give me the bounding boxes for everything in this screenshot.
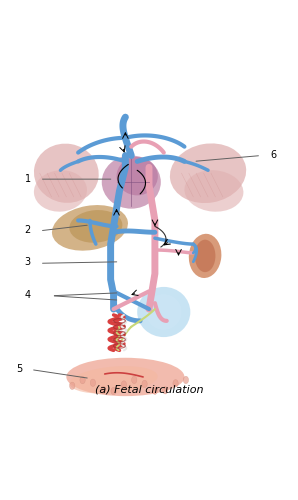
Ellipse shape bbox=[90, 379, 96, 386]
Ellipse shape bbox=[121, 381, 127, 388]
Text: 6: 6 bbox=[270, 150, 276, 160]
Ellipse shape bbox=[152, 387, 158, 394]
Text: 2: 2 bbox=[25, 225, 31, 235]
Ellipse shape bbox=[34, 144, 99, 203]
Ellipse shape bbox=[137, 287, 190, 337]
Ellipse shape bbox=[69, 210, 122, 242]
Ellipse shape bbox=[80, 376, 85, 384]
Ellipse shape bbox=[183, 376, 189, 384]
Ellipse shape bbox=[163, 386, 168, 394]
Ellipse shape bbox=[189, 234, 221, 278]
Text: 1: 1 bbox=[25, 174, 31, 184]
Ellipse shape bbox=[101, 386, 106, 394]
Ellipse shape bbox=[132, 376, 137, 384]
Ellipse shape bbox=[195, 240, 215, 272]
Ellipse shape bbox=[117, 157, 158, 196]
Ellipse shape bbox=[173, 380, 178, 387]
Ellipse shape bbox=[146, 294, 181, 330]
Ellipse shape bbox=[66, 358, 184, 396]
Text: 3: 3 bbox=[25, 258, 31, 268]
Ellipse shape bbox=[34, 170, 87, 211]
Ellipse shape bbox=[70, 382, 75, 390]
Text: (a) Fetal circulation: (a) Fetal circulation bbox=[95, 384, 203, 394]
Ellipse shape bbox=[142, 380, 147, 388]
Ellipse shape bbox=[102, 156, 161, 208]
Ellipse shape bbox=[69, 366, 158, 394]
Ellipse shape bbox=[52, 205, 128, 250]
Ellipse shape bbox=[111, 388, 116, 394]
Text: 5: 5 bbox=[16, 364, 22, 374]
Text: 4: 4 bbox=[25, 290, 31, 300]
Ellipse shape bbox=[170, 144, 246, 203]
Ellipse shape bbox=[184, 170, 243, 211]
